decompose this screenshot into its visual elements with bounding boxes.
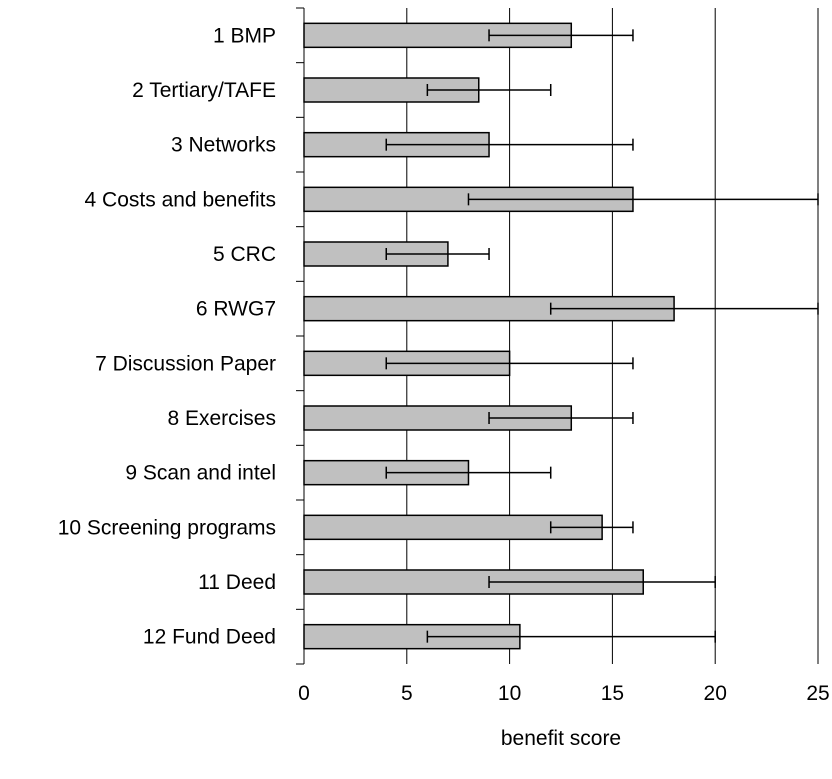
- x-tick-label-15: 15: [601, 682, 624, 705]
- category-label-10: 10 Screening programs: [58, 516, 276, 539]
- axes: [296, 7, 305, 665]
- category-labels: 1 BMP 2 Tertiary/TAFE 3 Networks 4 Costs an…: [58, 24, 276, 648]
- category-label-2: 2 Tertiary/TAFE: [132, 79, 276, 102]
- category-label-11: 11 Deed: [198, 571, 276, 594]
- bars: [303, 22, 675, 650]
- x-tick-label-25: 25: [806, 682, 829, 705]
- category-label-4: 4 Costs and benefits: [85, 188, 276, 211]
- category-label-6: 6 RWG7: [196, 298, 276, 321]
- x-tick-labels: 0 5 10 15 20 25: [298, 682, 830, 705]
- error-bars: [385, 29, 819, 643]
- x-tick-label-10: 10: [498, 682, 521, 705]
- category-label-8: 8 Exercises: [167, 407, 276, 430]
- grid-lines: [406, 8, 819, 664]
- x-tick-label-5: 5: [401, 682, 413, 705]
- category-label-12: 12 Fund Deed: [143, 626, 276, 649]
- x-tick-label-20: 20: [704, 682, 727, 705]
- category-label-9: 9 Scan and intel: [125, 462, 276, 485]
- category-label-1: 1 BMP: [213, 24, 276, 47]
- x-tick-label-0: 0: [298, 682, 310, 705]
- category-label-3: 3 Networks: [171, 134, 276, 157]
- x-axis-title: benefit score: [501, 727, 621, 750]
- category-label-5: 5 CRC: [213, 243, 276, 266]
- category-label-7: 7 Discussion Paper: [95, 352, 276, 375]
